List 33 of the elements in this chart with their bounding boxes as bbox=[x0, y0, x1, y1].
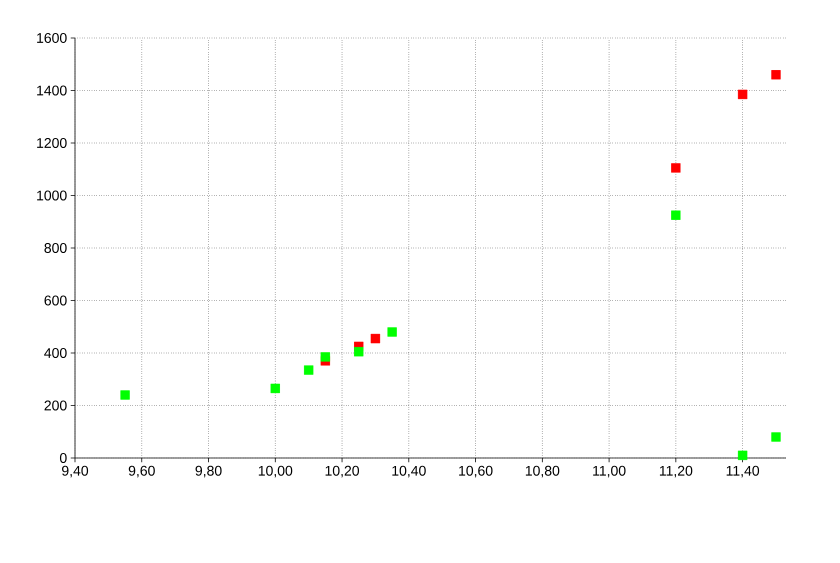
point bbox=[320, 352, 330, 362]
y-tick-label: 200 bbox=[44, 400, 67, 410]
point bbox=[671, 210, 681, 220]
x-tick-label: 10,20 bbox=[326, 466, 360, 478]
x-tick-label: 11,40 bbox=[726, 466, 760, 478]
y-tick-label: 0 bbox=[60, 453, 67, 463]
point bbox=[304, 365, 314, 375]
x-tick-label: 9,60 bbox=[128, 466, 155, 478]
y-tick-label: 600 bbox=[44, 296, 67, 306]
y-tick-label: 1200 bbox=[37, 138, 67, 148]
point bbox=[120, 390, 130, 400]
point bbox=[738, 450, 748, 460]
point bbox=[771, 432, 781, 442]
x-tick-label: 11,20 bbox=[660, 466, 692, 478]
x-tick-label: 10,80 bbox=[526, 466, 560, 478]
y-tick-label: 1000 bbox=[37, 190, 67, 200]
x-tick-label: 9,80 bbox=[196, 466, 222, 478]
x-tick-label: 9,40 bbox=[62, 466, 88, 478]
point bbox=[370, 334, 380, 344]
y-tick-label: 400 bbox=[44, 348, 67, 358]
x-tick-label: 11,00 bbox=[593, 466, 626, 478]
point bbox=[387, 327, 397, 337]
point bbox=[771, 70, 781, 80]
point bbox=[738, 90, 748, 100]
x-tick-label: 10,60 bbox=[459, 466, 493, 478]
point bbox=[354, 346, 364, 356]
x-tick-label: 10,40 bbox=[392, 466, 426, 478]
y-tick-label: 800 bbox=[44, 243, 67, 253]
y-tick-label: 1600 bbox=[37, 33, 67, 43]
point bbox=[270, 384, 280, 394]
point bbox=[671, 163, 681, 173]
x-tick-label: 10,00 bbox=[258, 466, 292, 478]
y-tick-label: 1400 bbox=[37, 86, 67, 96]
